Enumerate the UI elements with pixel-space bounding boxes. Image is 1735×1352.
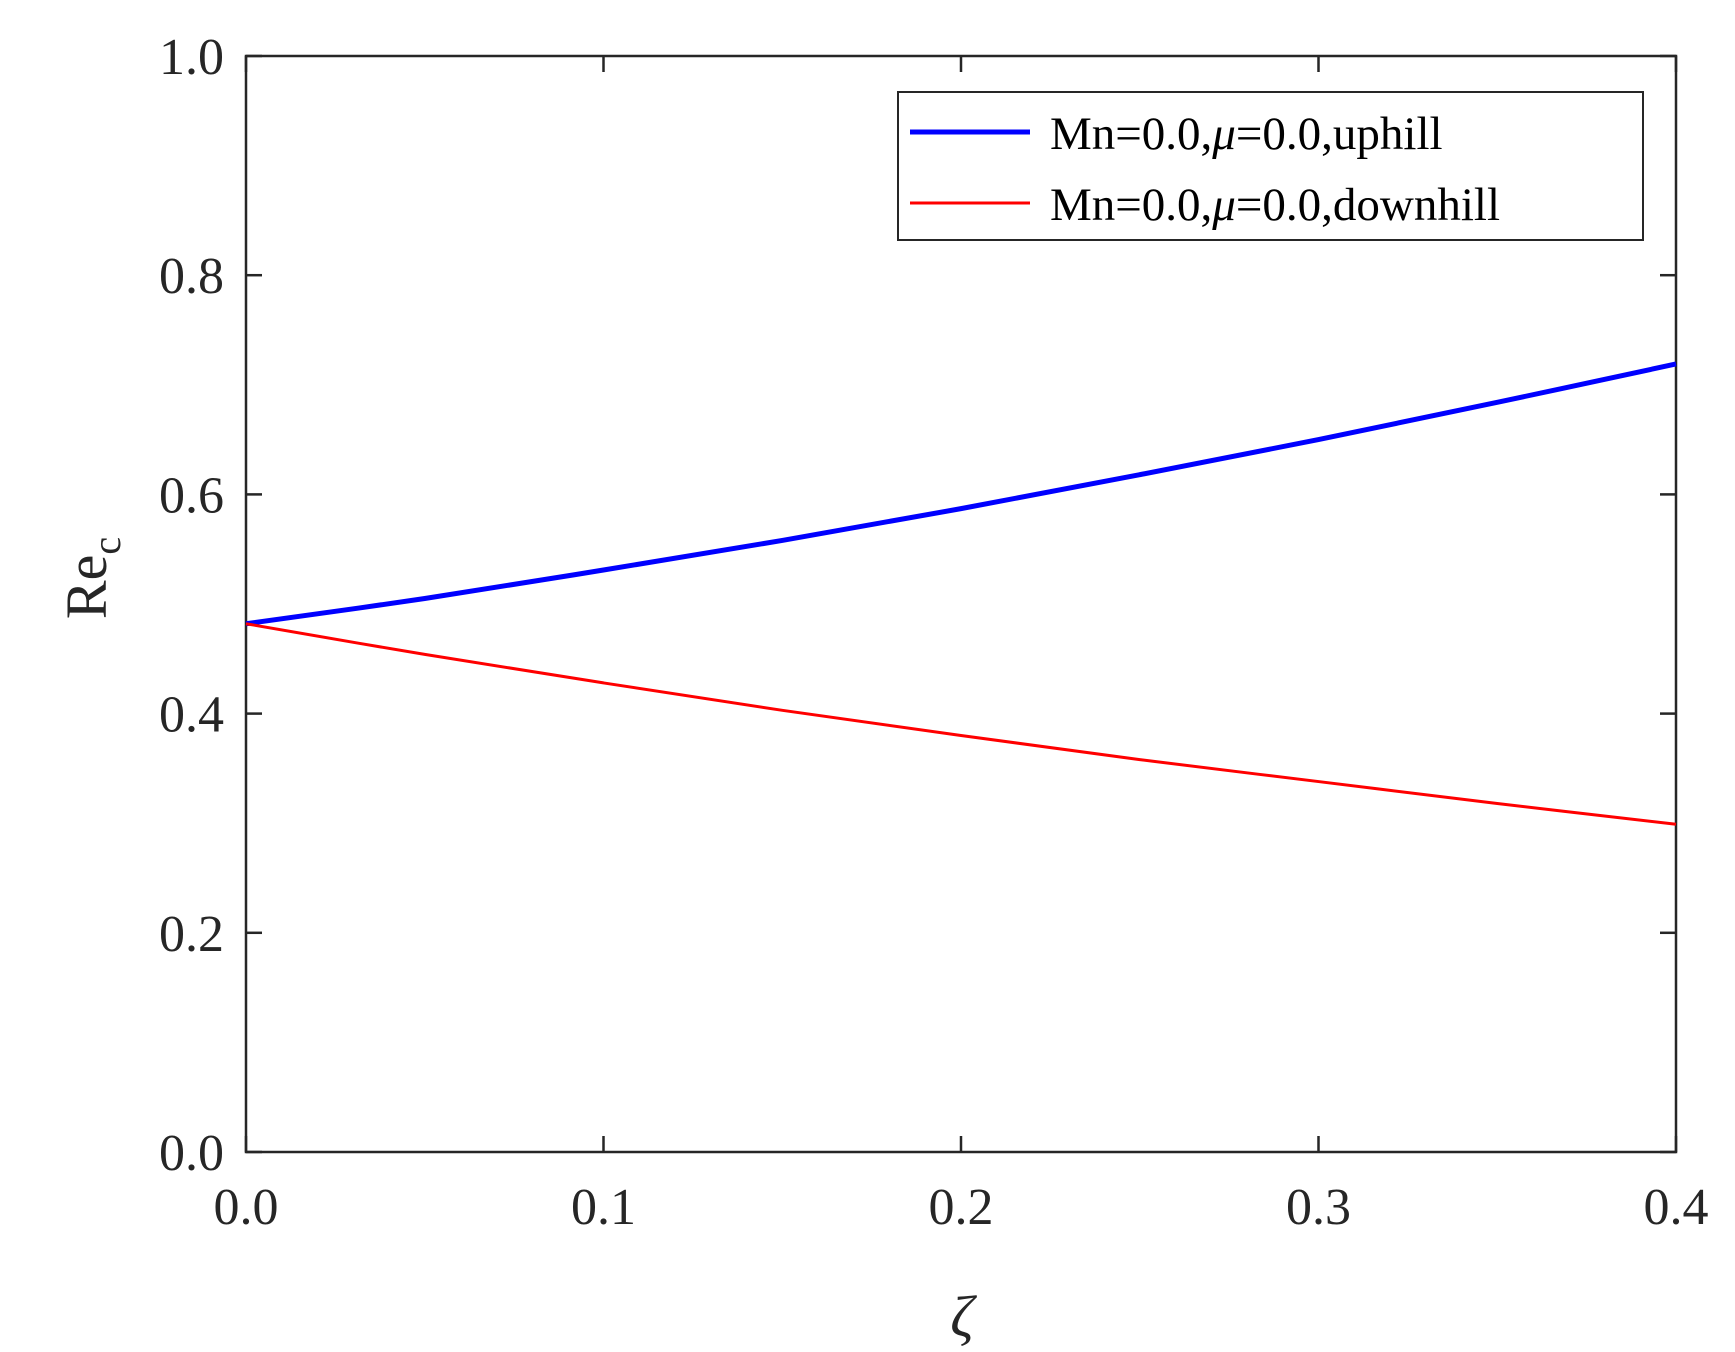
legend-box: [897, 91, 1644, 241]
legend-label-uphill-mu: μ: [1211, 108, 1236, 160]
legend-label-uphill-part-2: =0.0,uphill: [1236, 108, 1443, 160]
x-tick-label: 0.0: [214, 1179, 279, 1236]
series-line-uphill: [245, 361, 1677, 627]
x-tick-label: 0.4: [1644, 1179, 1709, 1236]
legend-label-downhill-part-1: Mn=0.0,: [1050, 179, 1212, 231]
y-tick-label: 1.0: [159, 29, 224, 86]
x-tick-label: 0.3: [1286, 1179, 1351, 1236]
series-line-downhill: [245, 622, 1677, 826]
y-axis-title-main: Re: [54, 555, 119, 619]
legend-label-downhill-mu: μ: [1211, 179, 1236, 231]
x-tick-label: 0.1: [571, 1179, 636, 1236]
x-tick-label: 0.2: [929, 1179, 994, 1236]
legend-label-uphill-part-1: Mn=0.0,: [1050, 108, 1212, 160]
x-axis: 0.0 0.1 0.2 0.3 0.4: [214, 56, 1709, 1236]
legend-label-uphill: Mn=0.0,μ=0.0,uphill: [1050, 108, 1443, 160]
y-tick-label: 0.0: [159, 1125, 224, 1182]
y-tick-label: 0.2: [159, 906, 224, 963]
legend: Mn=0.0,μ=0.0,uphill Mn=0.0,μ=0.0,downhil…: [897, 91, 1644, 241]
legend-label-downhill-part-2: =0.0,downhill: [1236, 179, 1500, 231]
y-tick-label: 0.6: [159, 467, 224, 524]
y-tick-label: 0.8: [159, 248, 224, 305]
y-axis-title-subscript: c: [84, 537, 129, 555]
y-tick-label: 0.4: [159, 687, 224, 744]
series-layer: [245, 361, 1677, 826]
x-axis-title: ζ: [950, 1284, 977, 1349]
y-axis: 0.0 0.2 0.4 0.6 0.8 1.0: [159, 29, 1676, 1182]
legend-label-downhill: Mn=0.0,μ=0.0,downhill: [1050, 179, 1500, 231]
y-axis-title: Rec: [54, 537, 129, 619]
